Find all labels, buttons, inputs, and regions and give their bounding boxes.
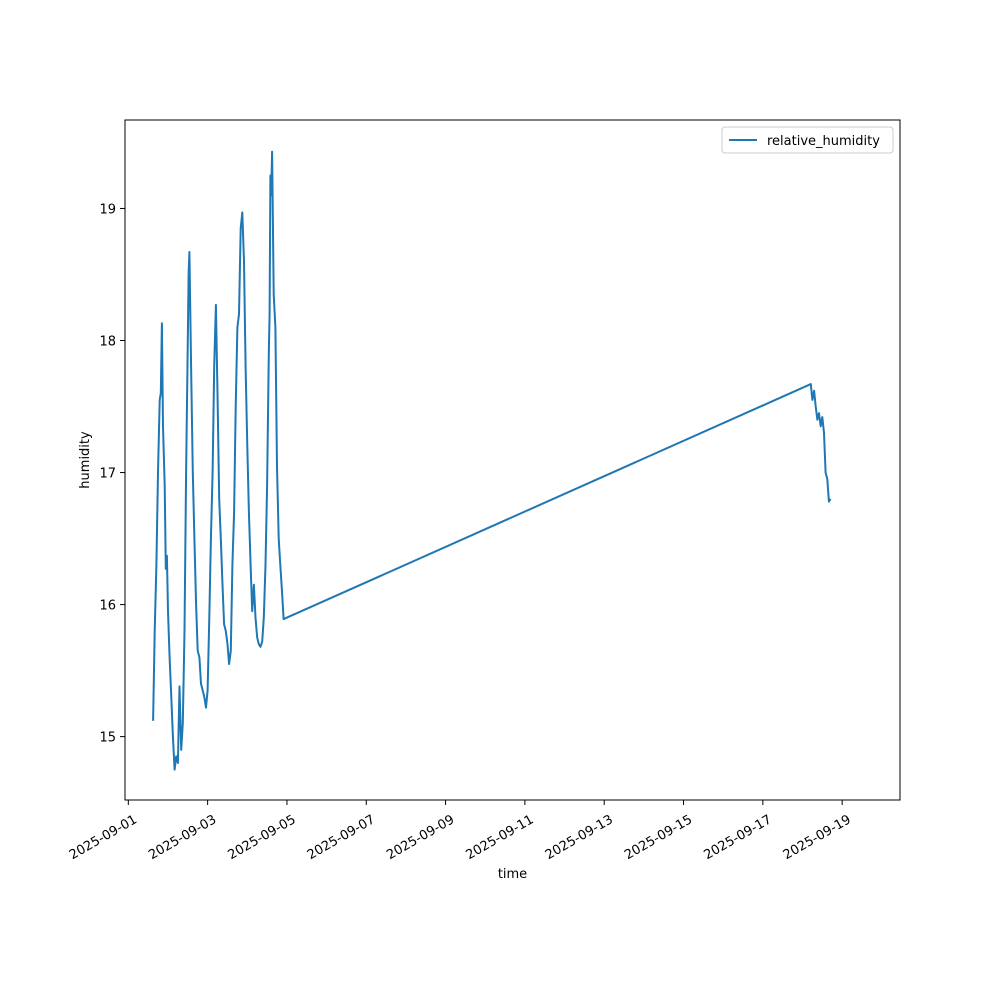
x-axis-label: time	[498, 867, 527, 882]
series-line-relative_humidity	[152, 150, 832, 771]
y-tick-label: 15	[99, 731, 116, 746]
y-tick-label: 18	[99, 335, 116, 350]
y-axis-label: humidity	[78, 431, 93, 489]
legend-entry: relative_humidity	[767, 134, 880, 149]
series-layer	[152, 150, 832, 771]
y-tick-label: 17	[99, 467, 116, 482]
legend-box	[721, 126, 894, 154]
y-tick-label: 19	[99, 202, 116, 217]
legend: relative_humidity	[721, 126, 894, 154]
plot-frame	[124, 119, 901, 801]
y-axis-ticks: 15 16 17 18 19	[99, 202, 125, 746]
y-tick-label: 16	[99, 599, 116, 614]
